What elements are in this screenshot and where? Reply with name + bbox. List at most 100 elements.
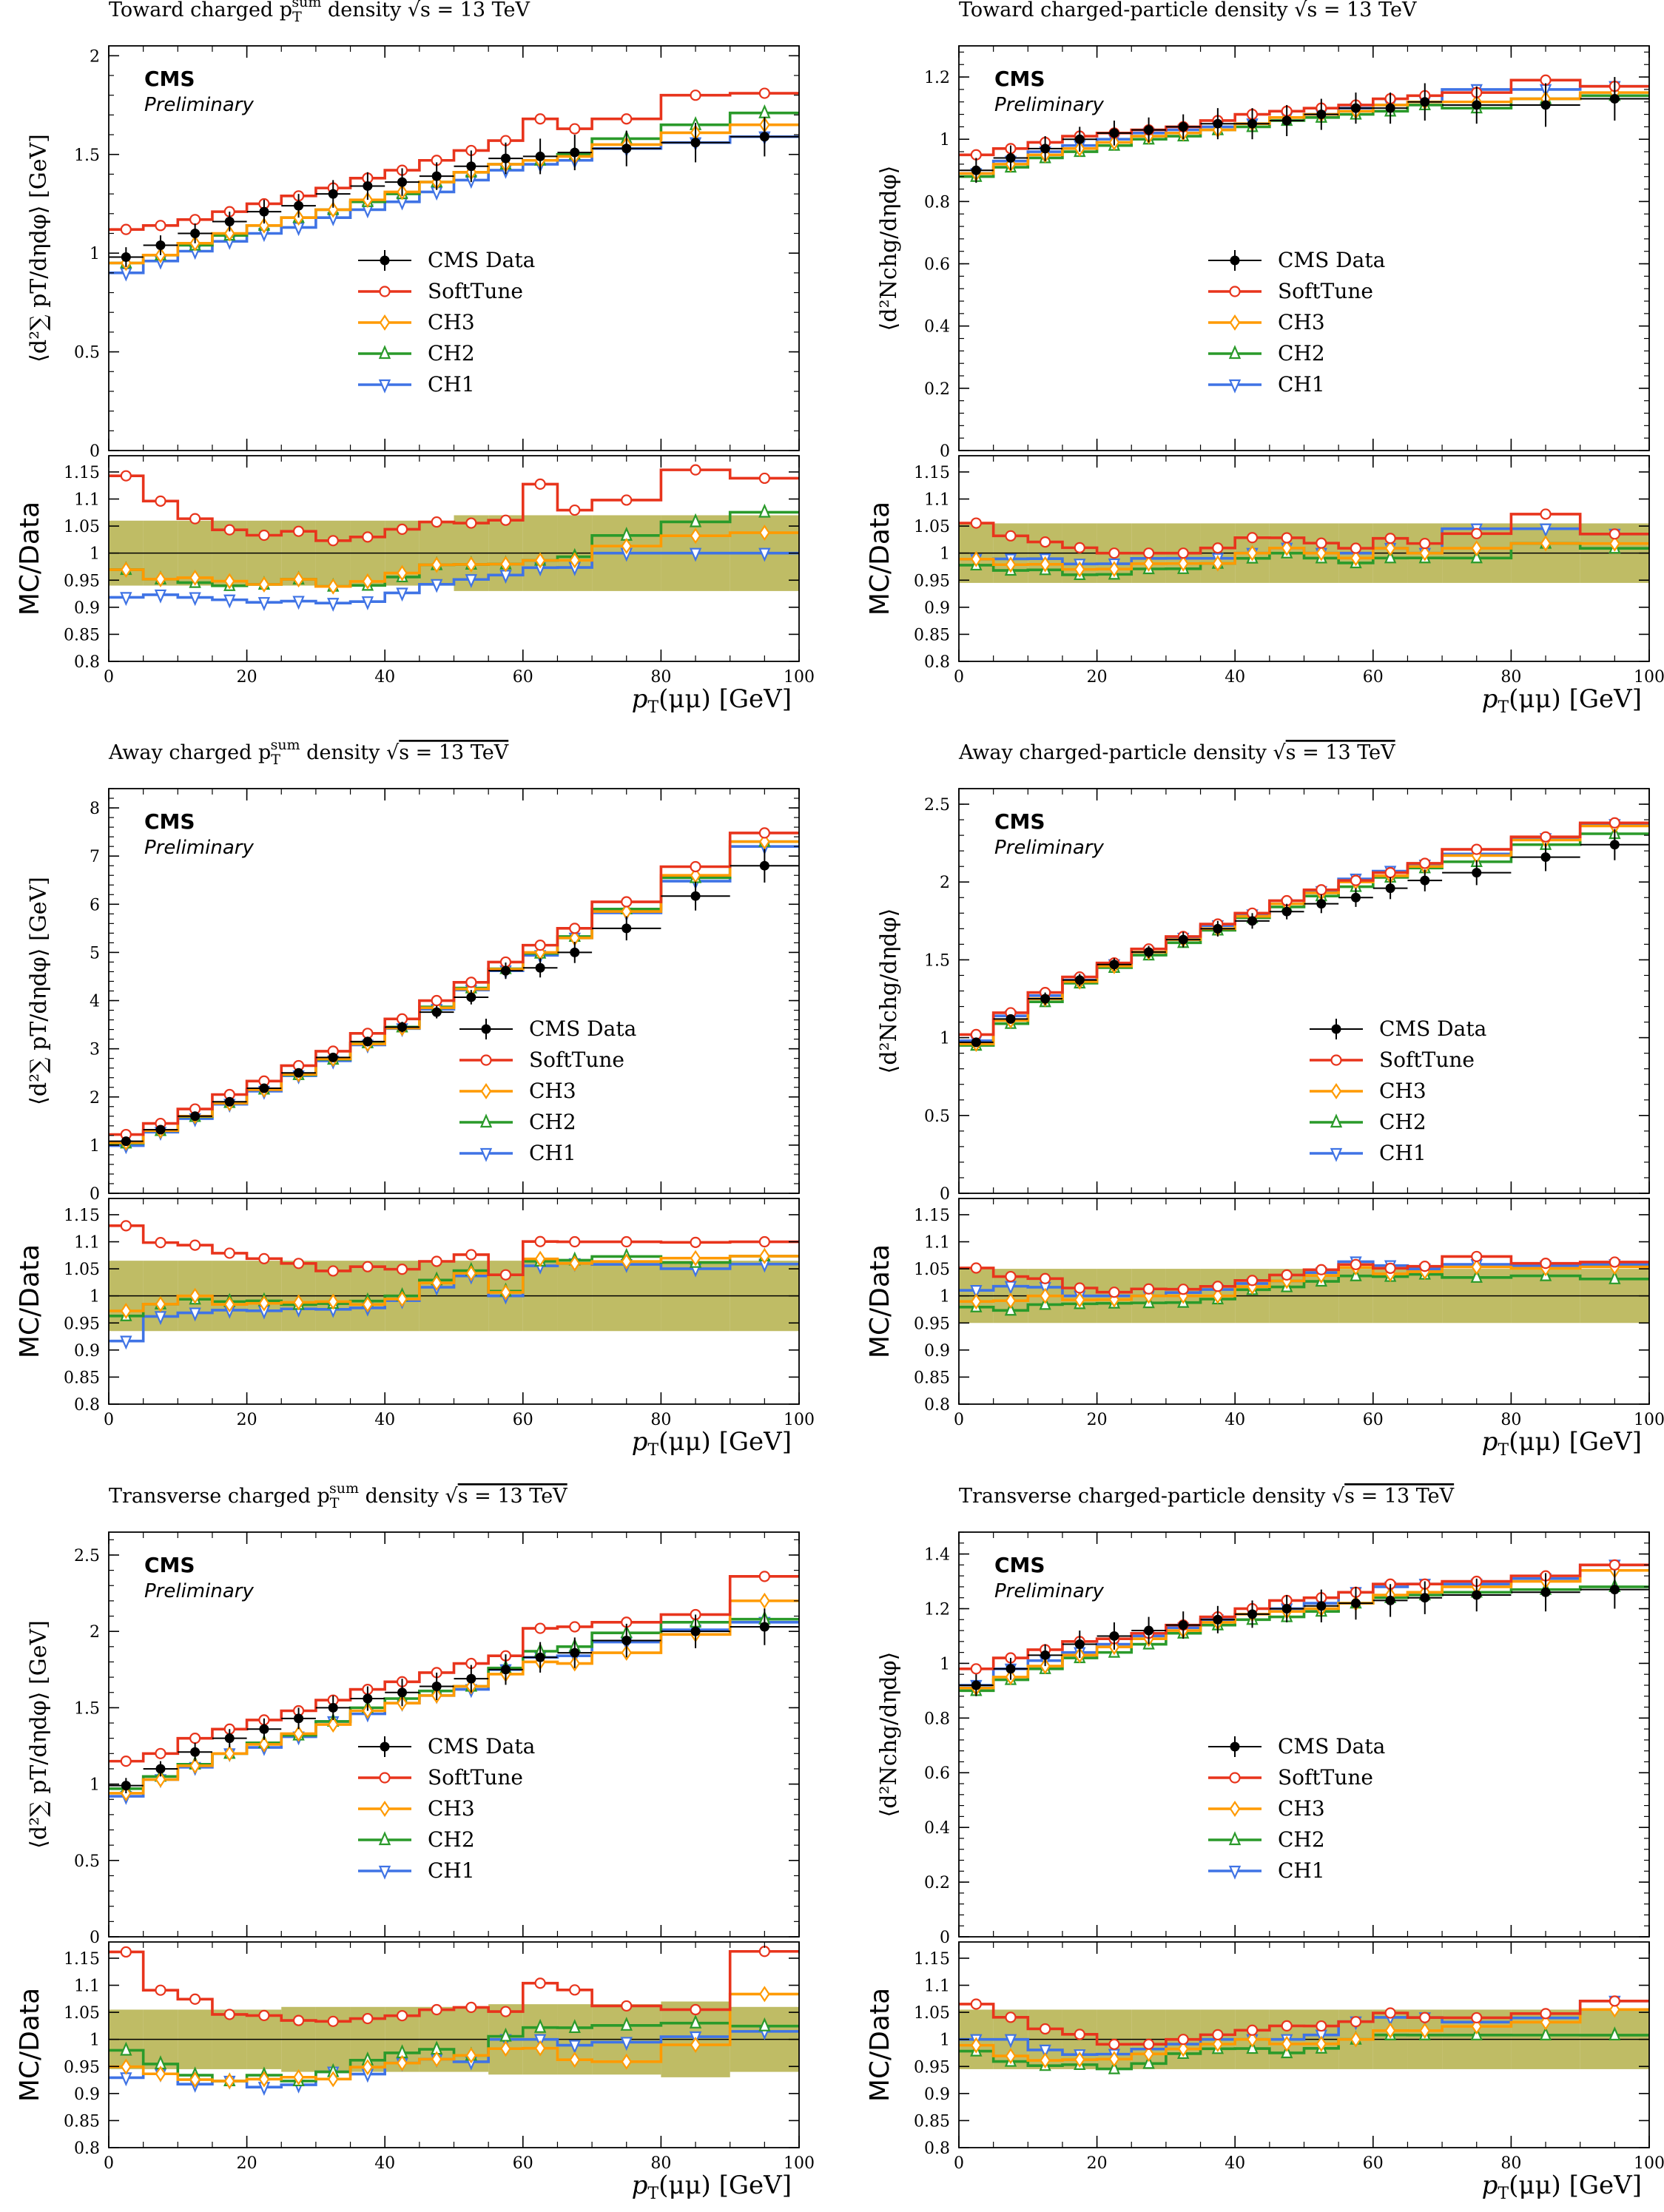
ratio-point-ch3 bbox=[121, 2058, 132, 2075]
ratio-point-softtune bbox=[189, 1239, 201, 1251]
ratio-y-tick-label: 1.05 bbox=[914, 1261, 950, 1279]
ratio-point-softtune bbox=[621, 494, 633, 506]
legend-marker bbox=[479, 1113, 493, 1128]
ratio-point-softtune bbox=[1212, 1281, 1224, 1292]
y-tick-label: 1 bbox=[940, 1030, 950, 1048]
legend-label: CH3 bbox=[529, 1079, 576, 1103]
data-point bbox=[224, 1096, 235, 1107]
ratio-point-ch3 bbox=[155, 2066, 166, 2083]
ratio-point-ch3 bbox=[293, 571, 304, 588]
series-point-ch3 bbox=[327, 1716, 339, 1733]
data-point bbox=[1247, 118, 1258, 129]
series-point-softtune bbox=[569, 1621, 581, 1633]
experiment-label: CMS bbox=[994, 67, 1045, 91]
ratio-point-softtune bbox=[1350, 2016, 1362, 2028]
legend-label: CH3 bbox=[1278, 1796, 1325, 1821]
ratio-point-softtune bbox=[258, 1252, 270, 1264]
series-point-softtune bbox=[1384, 867, 1396, 879]
data-point bbox=[1609, 94, 1620, 104]
data-point bbox=[535, 151, 545, 161]
y-tick-label: 0.4 bbox=[924, 318, 950, 337]
y-tick-label: 1.2 bbox=[924, 1600, 950, 1619]
x-axis-label: pT(μμ) [GeV] bbox=[1482, 1427, 1642, 1460]
ratio-point-ch3 bbox=[1419, 2022, 1431, 2039]
ratio-point-ch3 bbox=[1281, 2035, 1293, 2052]
data-point bbox=[500, 1665, 511, 1675]
y-tick-label: 0.6 bbox=[924, 1764, 950, 1783]
data-point bbox=[121, 1781, 131, 1791]
y-tick-label: 0.5 bbox=[924, 1107, 950, 1126]
series-point-softtune bbox=[758, 1571, 770, 1582]
legend-marker bbox=[1330, 1083, 1342, 1099]
ratio-point-softtune bbox=[1074, 542, 1085, 553]
x-tick-label: 20 bbox=[237, 1411, 257, 1429]
ratio-y-tick-label: 1 bbox=[90, 1288, 100, 1306]
x-tick-label: 60 bbox=[1363, 1411, 1384, 1429]
legend-label: CMS Data bbox=[1379, 1016, 1486, 1041]
ratio-point-ch3 bbox=[1419, 544, 1431, 562]
ratio-point-softtune bbox=[155, 1984, 166, 1996]
ratio-point-softtune bbox=[758, 1946, 770, 1958]
experiment-label: CMS bbox=[994, 1553, 1045, 1577]
data-point bbox=[1350, 892, 1361, 903]
ratio-point-softtune bbox=[1384, 533, 1396, 544]
ratio-point-ch3 bbox=[759, 1986, 770, 2003]
data-point bbox=[971, 1037, 981, 1048]
data-point bbox=[500, 965, 511, 976]
ratio-point-softtune bbox=[1108, 2038, 1120, 2050]
ratio-line-ch3 bbox=[959, 1265, 1649, 1304]
y-tick-label: 2 bbox=[90, 47, 100, 66]
data-point bbox=[155, 240, 166, 250]
ratio-point-ch3 bbox=[155, 570, 166, 587]
chart-panel-3: Away charged pTsum density √s = 13 TeV 0 1… bbox=[15, 737, 815, 1460]
x-tick-label: 80 bbox=[650, 668, 671, 687]
ratio-point-ch1 bbox=[189, 592, 201, 607]
data-point bbox=[259, 206, 269, 217]
x-tick-label: 20 bbox=[237, 668, 257, 687]
ratio-y-tick-label: 0.85 bbox=[914, 626, 950, 644]
ratio-point-softtune bbox=[120, 1946, 132, 1958]
data-point bbox=[1109, 960, 1119, 970]
y-tick-label: 0.8 bbox=[924, 193, 950, 212]
data-point bbox=[690, 1626, 701, 1636]
ratio-point-ch3 bbox=[1040, 556, 1051, 573]
data-point bbox=[690, 138, 701, 148]
ratio-point-ch1 bbox=[1004, 2034, 1017, 2049]
data-point bbox=[1609, 1585, 1620, 1595]
y-tick-label: 6 bbox=[90, 896, 100, 914]
legend-marker bbox=[1330, 1113, 1343, 1128]
ratio-point-softtune bbox=[362, 531, 374, 543]
chart-title: Toward charged pTsum density √s = 13 TeV bbox=[109, 0, 530, 25]
ratio-point-ch3 bbox=[534, 2040, 546, 2057]
y-tick-label: 2 bbox=[90, 1089, 100, 1107]
ratio-point-softtune bbox=[1074, 2029, 1085, 2040]
ratio-y-tick-label: 1.1 bbox=[924, 491, 950, 510]
ratio-point-ch2 bbox=[568, 2019, 581, 2034]
series-point-softtune bbox=[690, 860, 701, 873]
chart-title: Transverse charged-particle density √s =… bbox=[959, 1485, 1455, 1508]
ratio-point-ch3 bbox=[621, 538, 633, 555]
legend-label: SoftTune bbox=[529, 1048, 624, 1072]
series-point-softtune bbox=[362, 1028, 374, 1039]
data-point bbox=[1316, 899, 1327, 909]
legend-label: CH3 bbox=[1379, 1079, 1426, 1103]
legend-marker bbox=[378, 379, 391, 394]
legend-marker bbox=[481, 1024, 491, 1034]
legend-entry: CH3 bbox=[1310, 1079, 1426, 1103]
series-point-softtune bbox=[120, 1756, 132, 1767]
ratio-axis-label: MC/Data bbox=[865, 1988, 895, 2102]
ratio-point-ch3 bbox=[258, 1295, 270, 1312]
series-point-softtune bbox=[155, 1747, 166, 1759]
legend-entry: SoftTune bbox=[358, 279, 523, 303]
ratio-point-softtune bbox=[1142, 2038, 1155, 2050]
x-tick-label: 40 bbox=[1225, 668, 1245, 687]
ratio-point-ch3 bbox=[500, 2040, 511, 2057]
ratio-point-softtune bbox=[292, 525, 305, 537]
ratio-y-tick-label: 0.85 bbox=[64, 626, 100, 644]
series-point-softtune bbox=[1316, 884, 1327, 896]
status-label: Preliminary bbox=[994, 837, 1104, 859]
ratio-point-ch3 bbox=[569, 2051, 581, 2068]
ratio-point-ch3 bbox=[971, 1293, 982, 1310]
x-tick-label: 20 bbox=[1087, 2154, 1108, 2173]
experiment-label: CMS bbox=[144, 67, 195, 91]
